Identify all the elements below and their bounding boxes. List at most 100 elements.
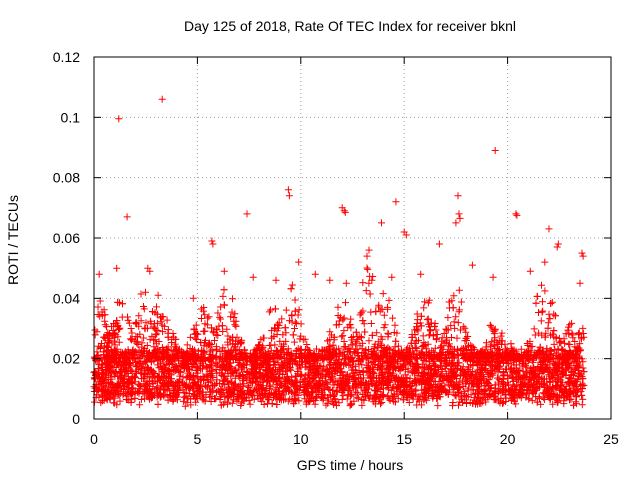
- roti-point: [302, 346, 309, 353]
- roti-point: [575, 330, 582, 338]
- roti-point: [329, 341, 337, 349]
- roti-point: [294, 345, 302, 353]
- roti-point: [191, 392, 199, 400]
- roti-point: [415, 363, 423, 371]
- roti-point: [288, 351, 296, 359]
- roti-point: [424, 299, 432, 307]
- roti-point: [561, 339, 569, 347]
- roti-point: [570, 401, 578, 409]
- roti-point: [539, 298, 546, 306]
- roti-point: [424, 340, 432, 348]
- roti-point: [263, 355, 271, 363]
- roti-point: [142, 319, 150, 327]
- roti-point: [97, 387, 105, 395]
- roti-point: [330, 333, 338, 341]
- roti-point: [282, 329, 290, 337]
- roti-point: [421, 298, 429, 306]
- roti-point: [411, 331, 419, 339]
- roti-point: [569, 352, 577, 360]
- roti-point: [118, 313, 126, 321]
- roti-point: [574, 388, 581, 396]
- roti-point: [108, 322, 115, 330]
- roti-point: [444, 314, 452, 322]
- roti-point: [484, 379, 492, 387]
- roti-point: [535, 373, 543, 381]
- roti-point: [452, 313, 460, 321]
- roti-point: [94, 311, 102, 318]
- roti-point: [383, 359, 391, 366]
- roti-point: [148, 389, 156, 396]
- roti-point: [340, 327, 348, 335]
- roti-point: [113, 317, 121, 325]
- roti-point: [538, 281, 545, 289]
- roti-point: [142, 288, 149, 296]
- roti-point: [217, 401, 225, 409]
- roti-point: [567, 395, 575, 403]
- roti-point: [459, 323, 467, 331]
- roti-point: [430, 348, 438, 356]
- roti-point: [384, 344, 392, 352]
- roti-point: [212, 366, 220, 373]
- roti-point: [371, 344, 379, 352]
- roti-point: [516, 366, 524, 374]
- roti-point: [238, 399, 246, 407]
- roti-point: [463, 393, 470, 400]
- roti-point: [346, 402, 354, 410]
- roti-point: [201, 327, 209, 335]
- roti-point: [147, 389, 155, 397]
- roti-point: [539, 361, 547, 368]
- roti-point: [341, 359, 349, 367]
- roti-point: [513, 381, 521, 389]
- roti-point: [297, 320, 305, 328]
- roti-point: [274, 320, 281, 328]
- roti-point: [347, 400, 355, 408]
- roti-point: [133, 353, 141, 361]
- roti-point: [133, 388, 141, 396]
- roti-point: [487, 323, 495, 331]
- roti-point: [319, 390, 327, 398]
- roti-point: [253, 386, 261, 394]
- roti-point: [549, 400, 557, 408]
- roti-point: [561, 394, 569, 402]
- roti-point: [494, 374, 502, 382]
- roti-point: [115, 338, 123, 346]
- roti-point: [344, 354, 352, 362]
- roti-point: [354, 394, 362, 402]
- roti-point: [372, 308, 380, 316]
- roti-point: [438, 342, 446, 350]
- roti-point: [246, 400, 254, 408]
- roti-point: [235, 372, 243, 380]
- roti-point: [390, 391, 398, 399]
- roti-point: [339, 392, 347, 400]
- roti-point: [384, 303, 391, 311]
- roti-point: [417, 322, 425, 330]
- roti-point: [203, 371, 211, 379]
- roti-point: [260, 334, 268, 342]
- roti-point: [140, 388, 148, 396]
- roti-point: [490, 330, 498, 338]
- roti-point: [320, 355, 328, 363]
- roti-point: [288, 311, 296, 319]
- roti-point: [162, 361, 170, 369]
- roti-point: [487, 385, 494, 392]
- roti-point: [200, 304, 208, 311]
- roti-point: [459, 399, 467, 406]
- roti-point: [347, 324, 355, 332]
- roti-point: [128, 329, 136, 337]
- roti-point: [469, 386, 477, 394]
- roti-point: [353, 369, 361, 376]
- roti-point: [132, 359, 139, 366]
- roti-point: [156, 390, 164, 398]
- roti-point: [140, 334, 148, 342]
- roti-point: [309, 374, 317, 382]
- roti-point: [291, 307, 299, 315]
- roti-point: [150, 343, 158, 351]
- roti-point: [324, 337, 332, 345]
- roti-point: [537, 317, 545, 325]
- roti-point: [217, 315, 225, 323]
- roti-point: [392, 337, 400, 345]
- roti-point: [137, 290, 145, 298]
- roti-point: [432, 362, 439, 370]
- roti-point: [160, 322, 168, 330]
- roti-point: [101, 317, 109, 325]
